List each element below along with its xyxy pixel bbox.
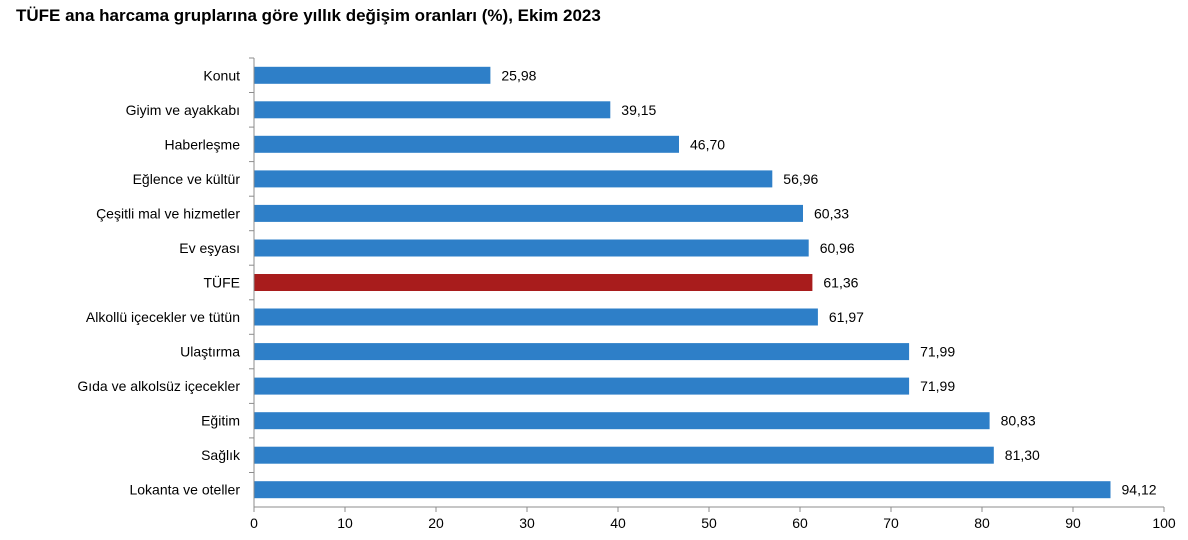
category-label: Giyim ve ayakkabı [126,102,240,118]
bar-11 [254,412,990,430]
value-label: 71,99 [920,344,955,360]
value-label: 81,30 [1005,447,1040,463]
bar-9 [254,343,910,361]
bar-7 [254,274,813,291]
x-tick-label: 40 [610,515,626,531]
x-tick-label: 30 [519,515,535,531]
category-label: Eğlence ve kültür [133,171,241,187]
chart-title: TÜFE ana harcama gruplarına göre yıllık … [16,6,601,25]
value-label: 94,12 [1122,482,1157,498]
bar-2 [254,101,611,119]
value-label: 80,83 [1001,413,1036,429]
category-label: TÜFE [203,274,240,291]
x-tick-label: 100 [1152,515,1176,531]
category-label: Konut [203,67,240,83]
value-label: 61,97 [829,309,864,325]
category-label: Alkollü içecekler ve tütün [86,309,240,325]
category-label: Haberleşme [165,136,241,152]
value-label: 25,98 [501,67,536,83]
bar-3 [254,135,679,153]
bar-6 [254,239,809,257]
x-tick-label: 0 [250,515,258,531]
bar-4 [254,170,773,188]
value-label: 39,15 [621,102,656,118]
category-label: Gıda ve alkolsüz içecekler [77,378,240,394]
x-tick-label: 60 [792,515,808,531]
category-label: Ulaştırma [180,344,240,360]
bar-13 [254,481,1111,499]
value-label: 60,33 [814,205,849,221]
category-label: Sağlık [201,447,241,463]
value-label: 56,96 [783,171,818,187]
bar-8 [254,308,818,326]
x-tick-label: 90 [1065,515,1081,531]
x-tick-label: 50 [701,515,717,531]
value-label: 46,70 [690,136,725,152]
bar-10 [254,377,910,395]
category-label: Ev eşyası [179,240,240,256]
value-label: 60,96 [820,240,855,256]
x-tick-label: 70 [883,515,899,531]
bar-1 [254,66,491,84]
value-label: 61,36 [823,275,858,291]
category-label: Çeşitli mal ve hizmetler [96,205,240,221]
x-tick-label: 20 [428,515,444,531]
value-label: 71,99 [920,378,955,394]
category-label: Lokanta ve oteller [129,482,240,498]
bar-12 [254,446,994,464]
x-tick-label: 80 [974,515,990,531]
category-label: Eğitim [201,413,240,429]
x-tick-label: 10 [337,515,353,531]
bar-5 [254,204,803,222]
